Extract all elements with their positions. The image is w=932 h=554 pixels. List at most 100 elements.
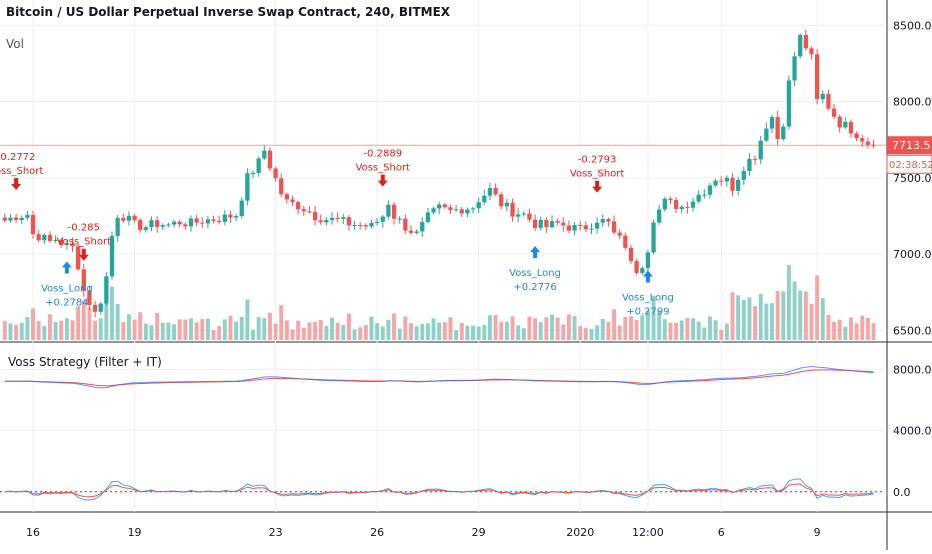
candle-body[interactable]: [854, 133, 859, 139]
candle-body[interactable]: [792, 56, 797, 81]
candle-body[interactable]: [499, 194, 504, 207]
candle-body[interactable]: [544, 219, 549, 228]
candle-body[interactable]: [36, 234, 41, 241]
candle-body[interactable]: [47, 234, 53, 241]
candle-body[interactable]: [81, 269, 86, 291]
candle-body[interactable]: [53, 239, 58, 241]
candle-body[interactable]: [860, 138, 865, 142]
candle-body[interactable]: [200, 222, 205, 224]
candle-body[interactable]: [702, 194, 707, 196]
candle-body[interactable]: [369, 223, 374, 227]
candle-body[interactable]: [121, 217, 126, 221]
candle-body[interactable]: [104, 276, 109, 304]
candle-body[interactable]: [256, 158, 261, 173]
candle-body[interactable]: [30, 215, 36, 235]
candle-body[interactable]: [324, 219, 329, 223]
candle-body[interactable]: [448, 207, 453, 210]
candle-body[interactable]: [476, 202, 481, 209]
candle-body[interactable]: [628, 247, 634, 262]
short-signal-arrow-icon[interactable]: [592, 180, 603, 193]
candle-body[interactable]: [848, 121, 854, 134]
candle-body[interactable]: [386, 204, 391, 217]
candle-body[interactable]: [600, 219, 605, 223]
candle-body[interactable]: [594, 222, 600, 229]
candle-body[interactable]: [363, 225, 368, 227]
candle-body[interactable]: [391, 204, 397, 219]
candle-body[interactable]: [64, 243, 70, 245]
candle-body[interactable]: [606, 219, 611, 222]
candle-body[interactable]: [510, 202, 515, 217]
candle-body[interactable]: [803, 34, 808, 49]
candle-body[interactable]: [42, 234, 47, 241]
candle-body[interactable]: [673, 200, 679, 210]
candle-body[interactable]: [769, 117, 775, 129]
candle-body[interactable]: [437, 204, 442, 209]
candle-body[interactable]: [307, 211, 312, 213]
candle-body[interactable]: [690, 201, 696, 208]
candle-body[interactable]: [713, 180, 718, 186]
candle-body[interactable]: [414, 231, 419, 233]
candle-body[interactable]: [843, 121, 848, 128]
candle-body[interactable]: [8, 217, 13, 221]
candle-body[interactable]: [109, 235, 115, 277]
candle-body[interactable]: [312, 211, 318, 221]
candle-body[interactable]: [171, 221, 177, 225]
candle-body[interactable]: [431, 208, 436, 213]
candle-body[interactable]: [138, 220, 143, 230]
candle-body[interactable]: [482, 195, 487, 203]
candle-body[interactable]: [352, 225, 357, 227]
long-signal-arrow-icon[interactable]: [530, 245, 541, 258]
candle-body[interactable]: [685, 206, 690, 208]
candle-body[interactable]: [290, 199, 295, 203]
candle-body[interactable]: [741, 170, 746, 180]
candle-body[interactable]: [245, 173, 250, 201]
candle-body[interactable]: [233, 216, 239, 218]
candle-body[interactable]: [346, 217, 352, 226]
candle-body[interactable]: [358, 225, 363, 227]
candle-body[interactable]: [516, 214, 521, 217]
candle-body[interactable]: [786, 80, 792, 127]
candle-body[interactable]: [549, 221, 555, 228]
candle-body[interactable]: [764, 128, 769, 141]
candle-body[interactable]: [527, 213, 532, 220]
candle-body[interactable]: [205, 219, 211, 224]
candle-body[interactable]: [730, 177, 735, 191]
candle-body[interactable]: [59, 239, 64, 245]
candle-body[interactable]: [273, 168, 278, 179]
candle-body[interactable]: [752, 158, 758, 160]
candle-body[interactable]: [487, 188, 493, 196]
candle-body[interactable]: [284, 194, 290, 200]
candle-body[interactable]: [318, 220, 323, 223]
candle-body[interactable]: [747, 158, 752, 171]
candle-body[interactable]: [493, 188, 498, 195]
candle-body[interactable]: [70, 243, 75, 247]
candle-body[interactable]: [149, 220, 154, 228]
candle-body[interactable]: [696, 194, 701, 202]
candle-body[interactable]: [459, 209, 464, 214]
candle-body[interactable]: [397, 218, 402, 220]
candle-body[interactable]: [13, 217, 19, 221]
candle-body[interactable]: [532, 219, 538, 228]
candle-body[interactable]: [166, 224, 171, 226]
candle-body[interactable]: [668, 198, 673, 201]
candle-body[interactable]: [267, 150, 273, 169]
candle-body[interactable]: [662, 198, 667, 210]
candle-body[interactable]: [645, 252, 651, 269]
candle-body[interactable]: [211, 219, 216, 221]
candle-body[interactable]: [521, 213, 526, 215]
candle-body[interactable]: [561, 222, 566, 226]
candle-body[interactable]: [826, 93, 831, 109]
candle-body[interactable]: [538, 219, 543, 228]
candle-body[interactable]: [177, 221, 182, 225]
candle-body[interactable]: [634, 261, 639, 273]
candle-body[interactable]: [239, 200, 244, 217]
candle-body[interactable]: [555, 221, 560, 223]
short-signal-arrow-icon[interactable]: [377, 174, 388, 187]
candle-body[interactable]: [837, 116, 842, 128]
candle-body[interactable]: [865, 141, 871, 145]
candle-body[interactable]: [132, 215, 137, 221]
candle-body[interactable]: [470, 208, 476, 210]
candle-body[interactable]: [583, 225, 588, 230]
candle-body[interactable]: [442, 204, 447, 208]
